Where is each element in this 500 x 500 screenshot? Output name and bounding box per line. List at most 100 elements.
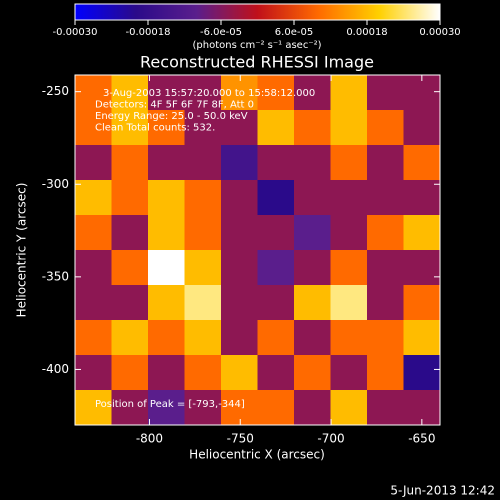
heatmap-cell <box>184 355 222 391</box>
info-line: Energy Range: 25.0 - 50.0 keV <box>95 111 248 122</box>
heatmap-cell <box>221 355 258 391</box>
heatmap-cell <box>330 390 368 426</box>
heatmap-cell <box>184 180 222 216</box>
heatmap-cell <box>330 250 368 286</box>
heatmap-cell <box>184 75 222 111</box>
x-tick-label: -750 <box>227 432 254 446</box>
colorbar-tick-label: -0.00030 <box>53 27 98 38</box>
heatmap-cell <box>257 180 295 216</box>
heatmap-cell <box>111 215 149 251</box>
heatmap-cell <box>148 75 185 111</box>
y-tick-label: -400 <box>42 362 69 376</box>
timestamp: 5-Jun-2013 12:42 <box>390 484 495 498</box>
heatmap-cell <box>294 215 331 251</box>
heatmap-cell <box>403 285 441 321</box>
heatmap-cell <box>403 320 441 356</box>
heatmap-cell <box>148 390 185 426</box>
heatmap-cell <box>111 320 149 356</box>
heatmap-cell <box>221 390 258 426</box>
info-line: Detectors: 4F 5F 6F 7F 8F, Att 0 <box>95 100 254 111</box>
heatmap-cell <box>111 285 149 321</box>
heatmap-cell <box>330 285 368 321</box>
heatmap-cell <box>148 285 185 321</box>
heatmap-cell <box>403 145 441 181</box>
heatmap-cell <box>184 285 222 321</box>
heatmap-cell <box>367 215 404 251</box>
heatmap-cell <box>148 145 185 181</box>
y-tick-label: -300 <box>42 177 69 191</box>
heatmap-cell <box>75 110 112 146</box>
heatmap-cell <box>111 355 149 391</box>
heatmap-cell <box>75 180 112 216</box>
heatmap-cell <box>367 145 404 181</box>
heatmap-cell <box>330 215 368 251</box>
heatmap-cell <box>367 355 404 391</box>
x-axis-label: Heliocentric X (arcsec) <box>189 448 325 462</box>
heatmap-cell <box>111 110 149 146</box>
heatmap-cell <box>330 75 368 111</box>
heatmap-cell <box>403 355 441 391</box>
heatmap-cell <box>221 215 258 251</box>
heatmap-cell <box>75 75 112 111</box>
chart-title: Reconstructed RHESSI Image <box>140 53 374 72</box>
info-line: Clean Total counts: 532. <box>95 123 215 134</box>
heatmap-cell <box>75 390 112 426</box>
heatmap-cell <box>257 390 295 426</box>
heatmap-cell <box>184 145 222 181</box>
heatmap-cell <box>403 180 441 216</box>
heatmap-cell <box>184 110 222 146</box>
heatmap-cell <box>221 285 258 321</box>
heatmap-cell <box>111 75 149 111</box>
heatmap-cell <box>221 145 258 181</box>
heatmap-cell <box>403 110 441 146</box>
heatmap-cell <box>148 320 185 356</box>
heatmap-cell <box>330 145 368 181</box>
colorbar-tick-label: 6.0e-05 <box>275 27 313 38</box>
heatmap-cell <box>257 215 295 251</box>
heatmap-cell <box>75 320 112 356</box>
info-line: 3-Aug-2003 15:57:20.000 to 15:58:12.000 <box>103 88 315 99</box>
heatmap-cell <box>403 215 441 251</box>
annotation: Position of Peak = [-793,-344] <box>95 399 245 410</box>
heatmap-cell <box>75 355 112 391</box>
heatmap-cell <box>148 215 185 251</box>
heatmap-cell <box>257 75 295 111</box>
colorbar-label: (photons cm⁻² s⁻¹ asec⁻²) <box>192 40 321 51</box>
heatmap-cell <box>148 250 185 286</box>
heatmap-cell <box>257 110 295 146</box>
y-axis-label: Heliocentric Y (arcsec) <box>15 183 29 318</box>
heatmap-cell <box>257 250 295 286</box>
colorbar-tick-label: 0.00018 <box>346 27 387 38</box>
heatmap-cell <box>367 320 404 356</box>
heatmap-cell <box>294 250 331 286</box>
colorbar-tick-label: 0.00030 <box>419 27 460 38</box>
heatmap-cell <box>294 110 331 146</box>
heatmap-cell <box>294 390 331 426</box>
heatmap-cell <box>367 75 404 111</box>
colorbar <box>74 3 441 21</box>
heatmap-cell <box>367 110 404 146</box>
heatmap-cell <box>111 145 149 181</box>
heatmap-cell <box>111 250 149 286</box>
heatmap-cell <box>294 355 331 391</box>
heatmap-cell <box>184 320 222 356</box>
heatmap-cell <box>330 180 368 216</box>
heatmap-cell <box>75 285 112 321</box>
heatmap-cell <box>111 180 149 216</box>
heatmap-cell <box>75 145 112 181</box>
heatmap-cell <box>367 285 404 321</box>
x-tick-label: -800 <box>136 432 163 446</box>
x-tick-label: -700 <box>317 432 344 446</box>
heatmap-cell <box>257 145 295 181</box>
heatmap-cell <box>403 250 441 286</box>
plot-frame <box>74 74 441 426</box>
heatmap-cell <box>367 250 404 286</box>
heatmap-cell <box>148 110 185 146</box>
heatmap-cell <box>184 215 222 251</box>
heatmap-cell <box>294 285 331 321</box>
heatmap-cell <box>330 320 368 356</box>
heatmap-cell <box>294 145 331 181</box>
heatmap-cell <box>221 320 258 356</box>
heatmap-cell <box>221 250 258 286</box>
